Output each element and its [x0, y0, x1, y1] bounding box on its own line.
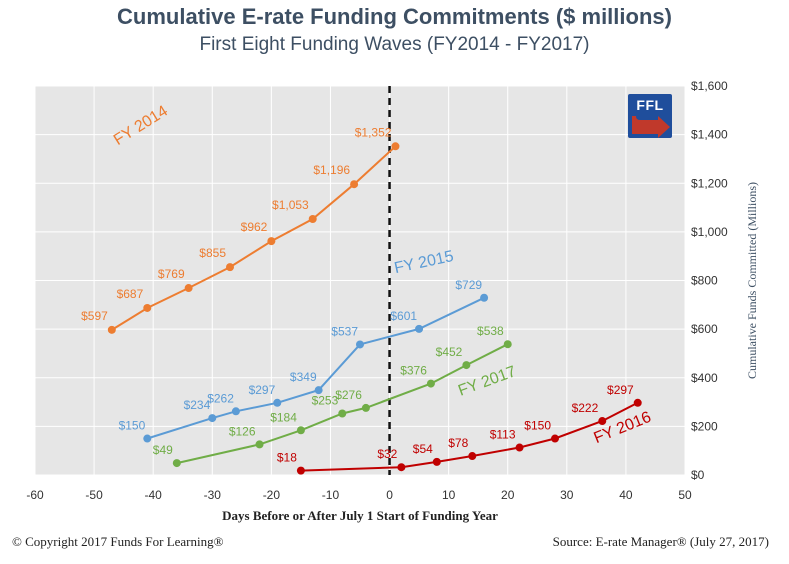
y-tick-label: $200	[691, 419, 718, 433]
data-label: $184	[270, 410, 297, 424]
x-tick-label: 20	[501, 488, 515, 502]
series-line	[176, 343, 509, 465]
x-tick-label: 50	[678, 488, 692, 502]
data-label: $262	[207, 391, 234, 405]
x-tick-label: 30	[560, 488, 574, 502]
data-point	[296, 426, 305, 435]
y-tick-label: $1,600	[691, 79, 728, 93]
data-point	[184, 284, 193, 293]
chart-title: Cumulative E-rate Funding Commitments ($…	[117, 4, 672, 29]
data-label: $729	[455, 278, 482, 292]
data-label: $1,053	[272, 198, 309, 212]
data-label: $18	[277, 451, 297, 465]
data-point	[107, 325, 116, 334]
copyright-text: © Copyright 2017 Funds For Learning®	[12, 534, 224, 549]
data-point	[356, 340, 364, 349]
data-point	[208, 414, 217, 423]
data-label: $597	[81, 309, 108, 323]
data-point	[415, 324, 424, 333]
data-point	[308, 214, 317, 223]
data-point	[143, 303, 152, 312]
data-point	[226, 263, 234, 272]
data-label: $601	[390, 309, 417, 323]
data-point	[503, 340, 512, 349]
data-point	[172, 459, 181, 468]
data-label: $452	[436, 345, 463, 359]
x-tick-label: -40	[145, 488, 163, 502]
data-point	[432, 457, 441, 466]
x-tick-label: 10	[442, 488, 456, 502]
data-point	[273, 398, 282, 407]
logo-text: FFL	[636, 97, 664, 113]
y-tick-label: $1,000	[691, 225, 728, 239]
data-point	[426, 379, 435, 388]
data-point	[462, 361, 471, 370]
data-label: $113	[490, 428, 516, 442]
data-point	[255, 440, 264, 449]
data-label: $32	[377, 447, 397, 461]
y-tick-label: $800	[691, 274, 718, 288]
ffl-logo: FFL	[628, 94, 672, 138]
data-point	[551, 434, 559, 443]
data-label: $855	[199, 246, 226, 260]
data-point	[350, 180, 359, 189]
x-tick-label: -50	[85, 488, 103, 502]
source-text: Source: E-rate Manager® (July 27, 2017)	[552, 534, 769, 549]
y-tick-label: $0	[691, 468, 705, 482]
data-label: $78	[448, 436, 468, 450]
data-point	[361, 403, 370, 412]
x-tick-label: 40	[619, 488, 633, 502]
y-tick-label: $600	[691, 322, 718, 336]
data-label: $962	[241, 220, 268, 234]
data-label: $276	[335, 388, 362, 402]
data-label: $297	[249, 383, 276, 397]
x-tick-label: -20	[263, 488, 281, 502]
data-label: $1,352	[355, 125, 392, 139]
data-label: $222	[572, 401, 599, 415]
data-label: $537	[331, 324, 358, 338]
data-label: $297	[607, 383, 634, 397]
x-tick-label: 0	[386, 488, 393, 502]
data-label: $376	[400, 364, 427, 378]
x-axis-title: Days Before or After July 1 Start of Fun…	[222, 508, 498, 523]
data-label: $253	[312, 393, 339, 407]
y-tick-label: $1,400	[691, 128, 728, 142]
data-label: $126	[229, 424, 256, 438]
y-tick-label: $400	[691, 371, 718, 385]
data-label: $1,196	[313, 163, 350, 177]
data-point	[515, 443, 524, 452]
data-point	[391, 142, 400, 151]
data-point	[231, 407, 240, 416]
data-point	[338, 409, 347, 418]
data-point	[314, 386, 323, 395]
chart-subtitle: First Eight Funding Waves (FY2014 - FY20…	[199, 34, 590, 55]
data-label: $150	[119, 419, 146, 433]
data-point	[598, 417, 607, 426]
data-label: $49	[153, 443, 173, 457]
data-point	[397, 463, 406, 472]
data-label: $234	[184, 398, 211, 412]
data-label: $150	[524, 419, 551, 433]
data-label: $769	[158, 267, 185, 281]
data-label: $538	[477, 324, 504, 338]
data-point	[143, 434, 152, 443]
data-point	[633, 398, 642, 407]
x-tick-label: -60	[26, 488, 44, 502]
data-point	[296, 466, 305, 475]
data-point	[468, 452, 477, 461]
data-point	[480, 293, 489, 302]
data-point	[267, 237, 276, 246]
x-tick-label: -10	[322, 488, 340, 502]
series-line	[300, 401, 639, 472]
series-line	[111, 145, 397, 331]
y-tick-label: $1,200	[691, 176, 728, 190]
x-tick-label: -30	[204, 488, 222, 502]
data-label: $349	[290, 370, 317, 384]
y-axis-title: Cumulative Funds Committed (Millions)	[745, 182, 759, 379]
data-label: $54	[413, 442, 433, 456]
data-label: $687	[117, 287, 144, 301]
series-line	[147, 296, 485, 440]
